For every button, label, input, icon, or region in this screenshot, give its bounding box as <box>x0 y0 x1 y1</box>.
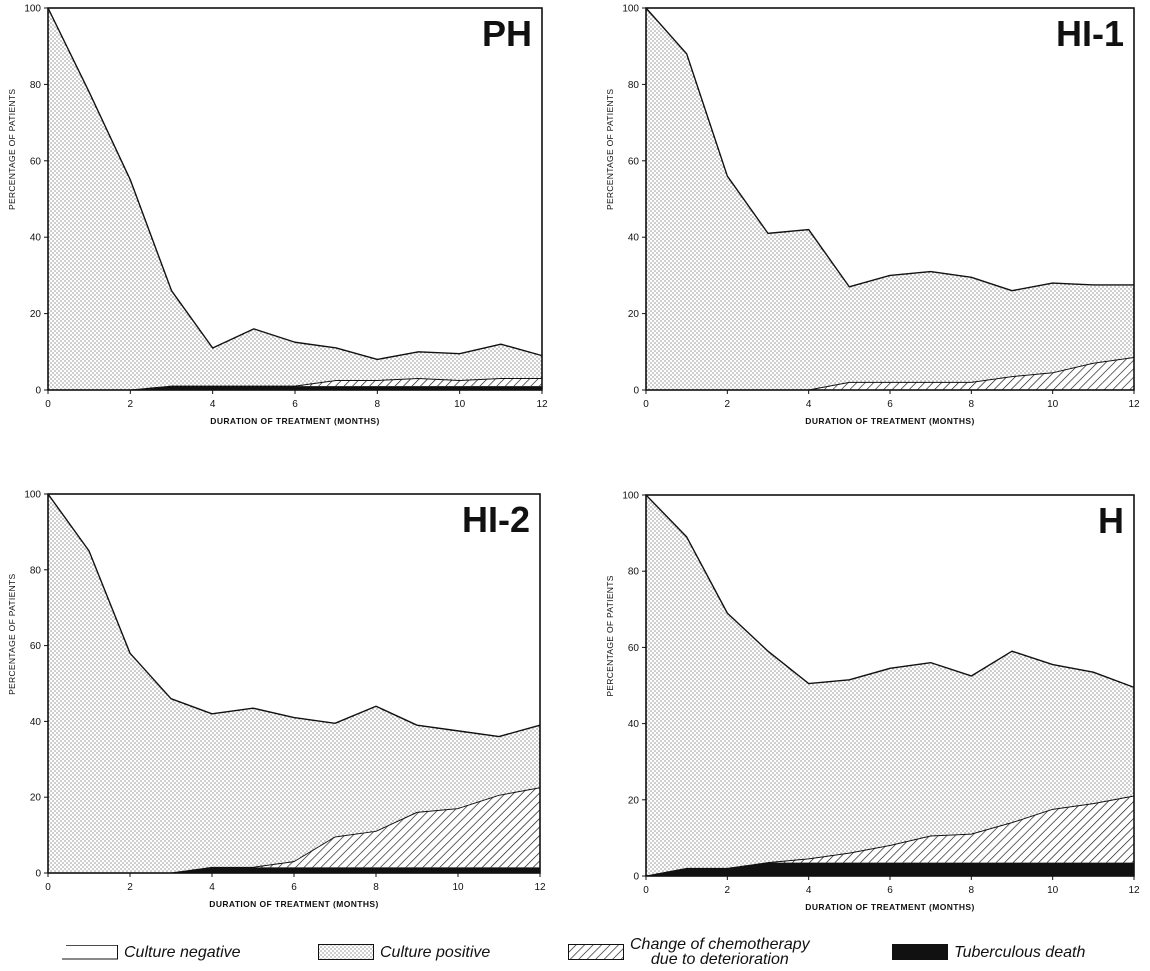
y-axis-label-h: PERCENTAGE OF PATIENTS <box>605 575 615 696</box>
y-tick-label-ph: 40 <box>30 233 42 244</box>
y-tick-label-hi-1: 80 <box>628 80 640 91</box>
legend-swatch-change-of-chemotherapy <box>568 944 624 960</box>
x-tick-label-h: 2 <box>725 885 731 896</box>
chart-title-ph: PH <box>482 13 532 54</box>
area-culture-positive-hi-2 <box>48 494 540 873</box>
y-tick-label-ph: 0 <box>35 386 41 397</box>
x-tick-label-hi-1: 0 <box>643 399 649 410</box>
x-tick-label-hi-1: 2 <box>725 399 731 410</box>
chart-title-hi-1: HI-1 <box>1056 13 1124 54</box>
area-culture-positive-hi-1 <box>646 8 1134 390</box>
area-change-of-chemotherapy-hi-2 <box>48 787 540 873</box>
y-tick-label-h: 40 <box>628 719 640 730</box>
area-tuberculous-death-hi-2 <box>48 867 540 873</box>
area-culture-positive-ph <box>48 8 542 390</box>
legend-item-change-of-chemotherapy: Change of chemotherapy due to deteriorat… <box>568 936 810 968</box>
legend-swatch-tuberculous-death <box>892 944 948 960</box>
x-tick-label-hi-2: 2 <box>127 882 133 893</box>
line-culture-positive-h <box>645 494 1135 689</box>
area-change-of-chemotherapy-ph <box>48 378 542 390</box>
y-tick-label-h: 100 <box>622 491 639 502</box>
x-tick-label-hi-1: 4 <box>806 399 812 410</box>
y-axis-label-ph: PERCENTAGE OF PATIENTS <box>7 89 17 210</box>
x-tick-label-ph: 12 <box>536 399 548 410</box>
x-tick-label-hi-2: 8 <box>373 882 379 893</box>
x-tick-label-ph: 8 <box>375 399 381 410</box>
area-change-of-chemotherapy-h <box>646 795 1134 876</box>
legend-label-culture-positive: Culture positive <box>380 943 491 961</box>
legend-label-change-of-chemotherapy: Change of chemotherapy due to deteriorat… <box>630 936 810 968</box>
x-axis-label-hi-1: DURATION OF TREATMENT (MONTHS) <box>805 416 974 426</box>
x-axis-label-hi-2: DURATION OF TREATMENT (MONTHS) <box>209 899 378 909</box>
x-tick-label-h: 8 <box>969 885 975 896</box>
x-tick-label-hi-2: 0 <box>45 882 51 893</box>
y-tick-label-hi-2: 100 <box>24 490 41 501</box>
x-tick-label-hi-2: 10 <box>452 882 464 893</box>
y-tick-label-ph: 80 <box>30 80 42 91</box>
x-tick-label-ph: 10 <box>454 399 466 410</box>
x-axis-label-ph: DURATION OF TREATMENT (MONTHS) <box>210 416 379 426</box>
legend-swatch-culture-positive <box>318 944 374 960</box>
chart-h: 0 2 4 6 8 10 12 0 20 40 60 80 100 DURATION OF TREATME… <box>605 491 1140 913</box>
y-tick-label-h: 60 <box>628 643 640 654</box>
legend-label-culture-negative: Culture negative <box>124 943 241 961</box>
x-axis-label-h: DURATION OF TREATMENT (MONTHS) <box>805 902 974 912</box>
x-tick-label-ph: 2 <box>128 399 134 410</box>
y-tick-label-ph: 100 <box>24 4 41 15</box>
y-tick-label-hi-1: 40 <box>628 233 640 244</box>
y-tick-label-hi-2: 60 <box>30 641 42 652</box>
legend-label-tuberculous-death: Tuberculous death <box>954 943 1086 961</box>
x-tick-label-ph: 6 <box>292 399 298 410</box>
line-culture-positive-ph <box>47 7 543 361</box>
area-change-of-chemotherapy-hi-1 <box>646 357 1134 390</box>
y-tick-label-hi-2: 20 <box>30 793 42 804</box>
y-axis-label-hi-2: PERCENTAGE OF PATIENTS <box>7 574 17 695</box>
legend: Culture negative Culture positive Change… <box>0 932 1150 968</box>
x-tick-label-h: 12 <box>1128 885 1140 896</box>
chart-title-h: H <box>1098 500 1124 541</box>
line-culture-positive-hi-1 <box>645 7 1134 292</box>
x-tick-label-h: 4 <box>806 885 812 896</box>
x-tick-label-hi-2: 6 <box>291 882 297 893</box>
chart-title-hi-2: HI-2 <box>462 499 530 540</box>
legend-item-culture-negative: Culture negative <box>62 938 241 966</box>
y-tick-label-hi-1: 100 <box>622 4 639 15</box>
chart-hi-2: 0 2 4 6 8 10 12 0 20 40 60 80 100 DURATION OF TREATME… <box>7 490 546 910</box>
y-tick-label-hi-1: 0 <box>633 386 639 397</box>
area-tuberculous-death-ph <box>48 386 542 390</box>
chart-hi-1: 0 2 4 6 8 10 12 0 20 40 60 80 100 DURATION OF TREATME… <box>605 4 1140 427</box>
y-axis-label-hi-1: PERCENTAGE OF PATIENTS <box>605 89 615 210</box>
x-tick-label-hi-2: 12 <box>534 882 546 893</box>
y-tick-label-hi-2: 80 <box>30 565 42 576</box>
y-tick-label-h: 0 <box>633 872 639 883</box>
line-change-of-chemotherapy-h <box>645 795 1135 877</box>
area-tuberculous-death-h <box>646 862 1134 876</box>
chart-ph: 0 2 4 6 8 10 12 0 20 40 60 80 100 DURATION OF TREATME… <box>7 4 548 427</box>
y-tick-label-h: 80 <box>628 567 640 578</box>
x-tick-label-ph: 4 <box>210 399 216 410</box>
x-tick-label-h: 0 <box>643 885 649 896</box>
x-tick-label-ph: 0 <box>45 399 51 410</box>
x-tick-label-h: 6 <box>887 885 893 896</box>
y-tick-label-hi-2: 0 <box>35 869 41 880</box>
y-tick-label-hi-1: 60 <box>628 156 640 167</box>
x-tick-label-h: 10 <box>1047 885 1059 896</box>
y-tick-label-h: 20 <box>628 795 640 806</box>
y-tick-label-hi-1: 20 <box>628 309 640 320</box>
x-tick-label-hi-1: 10 <box>1047 399 1059 410</box>
x-tick-label-hi-1: 12 <box>1128 399 1140 410</box>
legend-swatch-culture-negative <box>62 945 118 960</box>
x-tick-label-hi-2: 4 <box>209 882 215 893</box>
x-tick-label-hi-1: 6 <box>887 399 893 410</box>
x-tick-label-hi-1: 8 <box>969 399 975 410</box>
y-tick-label-hi-2: 40 <box>30 717 42 728</box>
legend-item-tuberculous-death: Tuberculous death <box>892 938 1085 966</box>
y-tick-label-ph: 60 <box>30 156 42 167</box>
y-tick-label-ph: 20 <box>30 309 42 320</box>
legend-item-culture-positive: Culture positive <box>318 938 490 966</box>
line-culture-positive-hi-2 <box>47 493 541 738</box>
area-culture-positive-h <box>646 495 1134 876</box>
